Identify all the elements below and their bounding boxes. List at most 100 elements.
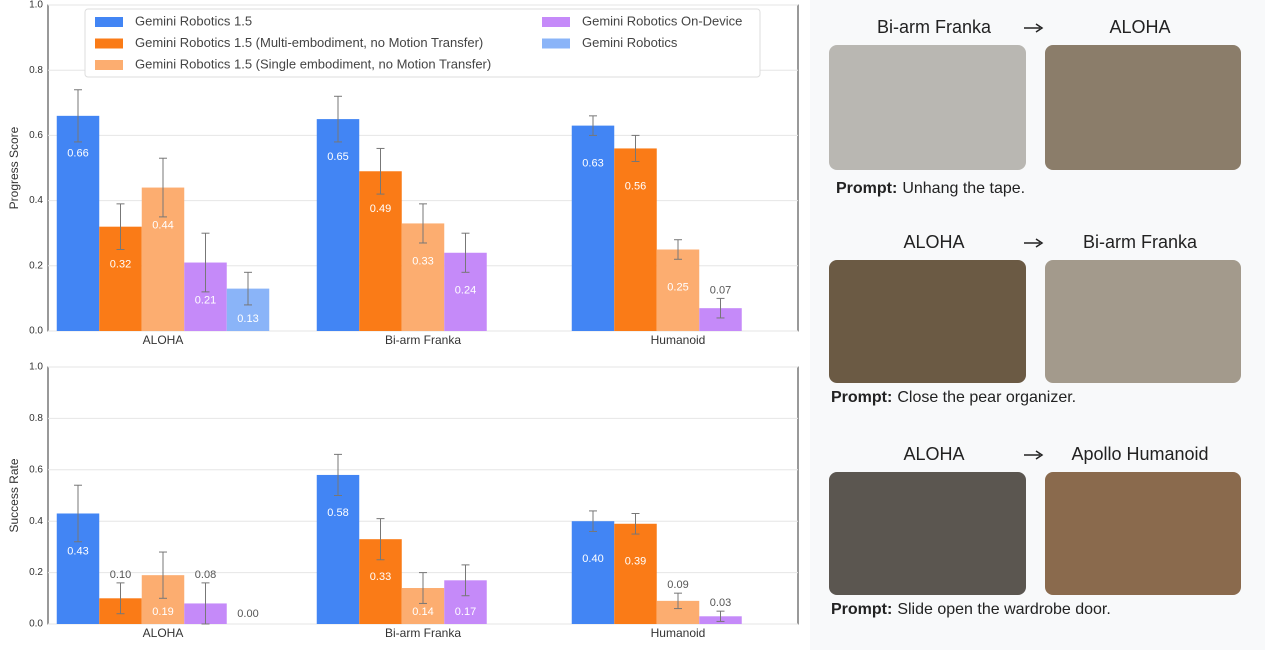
error-bar [74, 89, 82, 143]
value-label: 0.13 [237, 313, 258, 325]
error-bar [461, 564, 470, 597]
prompt-label: Prompt: [831, 389, 892, 406]
bar [316, 474, 360, 624]
target-image [1045, 472, 1241, 595]
value-label: 0.17 [455, 606, 476, 618]
prompt: Prompt: Slide open the wardrobe door. [831, 601, 1111, 618]
legend-swatch [542, 17, 570, 27]
error-bar [631, 512, 640, 535]
value-label: 0.08 [195, 569, 216, 581]
y-tick-label: 0.6 [29, 130, 43, 141]
value-label: 0.44 [152, 219, 173, 231]
value-label: 0.63 [582, 158, 603, 170]
y-tick-label: 0.8 [29, 65, 43, 76]
legend-label: Gemini Robotics On-Device [582, 13, 742, 28]
value-label: 0.43 [67, 545, 88, 557]
prompt-text: Unhang the tape. [902, 180, 1025, 197]
value-label: 0.24 [455, 285, 476, 297]
bar [316, 119, 360, 331]
source-image [829, 45, 1026, 170]
value-label: 0.58 [327, 507, 348, 519]
error-bar [74, 484, 82, 543]
error-bar [419, 572, 427, 604]
value-label: 0.49 [370, 203, 391, 215]
source-label: ALOHA [903, 444, 964, 464]
value-label: 0.33 [370, 571, 391, 583]
target-label: Bi-arm Franka [1083, 232, 1198, 252]
value-label: 0.65 [327, 151, 348, 163]
bar [571, 521, 615, 624]
y-axis-label: Progress Score [7, 126, 21, 209]
error-bar [674, 239, 682, 260]
error-bar [334, 453, 342, 496]
bar [614, 523, 657, 624]
value-label: 0.09 [667, 579, 688, 591]
bar [699, 308, 742, 331]
legend-label: Gemini Robotics 1.5 (Single embodiment, … [135, 56, 491, 71]
y-tick-label: 1.0 [29, 362, 43, 373]
value-label: 0.21 [195, 294, 216, 306]
error-bar [116, 582, 125, 615]
x-tick-label: Bi-arm Franka [385, 626, 461, 640]
bar [614, 148, 657, 331]
error-bar [419, 203, 427, 244]
target-label: ALOHA [1109, 17, 1170, 37]
value-label: 0.32 [110, 259, 131, 271]
y-tick-label: 0.2 [29, 260, 43, 271]
error-bar [334, 95, 342, 143]
bar [571, 125, 615, 332]
value-label: 0.40 [582, 553, 603, 565]
error-bar [674, 592, 682, 610]
y-axis-label: Success Rate [7, 458, 21, 532]
prompt-label: Prompt: [836, 180, 897, 197]
target-image [1045, 45, 1241, 170]
y-tick-label: 0.4 [29, 195, 43, 206]
value-label: 0.07 [710, 284, 731, 296]
y-tick-label: 1.0 [29, 0, 43, 11]
error-bar [631, 134, 640, 162]
bar [656, 249, 700, 331]
legend-swatch [95, 17, 123, 27]
error-bar [159, 157, 167, 218]
error-bar [461, 232, 470, 273]
legend-swatch [542, 38, 570, 49]
y-tick-label: 0.0 [29, 619, 43, 630]
source-image [829, 472, 1026, 595]
value-label: 0.56 [625, 180, 646, 192]
y-tick-label: 0.4 [29, 516, 43, 527]
x-tick-label: ALOHA [143, 333, 184, 347]
error-bar [244, 271, 252, 306]
x-tick-label: Humanoid [651, 333, 706, 347]
bar [359, 171, 402, 331]
value-label: 0.03 [710, 597, 731, 609]
error-bar [716, 297, 725, 319]
x-tick-label: Humanoid [651, 626, 706, 640]
legend-swatch [95, 60, 123, 70]
source-image [829, 260, 1026, 383]
error-bar [589, 510, 597, 532]
y-tick-label: 0.0 [29, 326, 43, 337]
value-label: 0.39 [625, 556, 646, 568]
target-label: Apollo Humanoid [1071, 444, 1208, 464]
value-label: 0.00 [237, 608, 258, 620]
legend-label: Gemini Robotics [582, 35, 678, 50]
value-label: 0.66 [67, 148, 88, 160]
legend-swatch [95, 38, 123, 49]
error-bar [201, 232, 210, 293]
bar [656, 600, 700, 624]
legend-box [84, 8, 761, 78]
error-bar [716, 610, 725, 622]
error-bar [376, 147, 385, 195]
prompt: Prompt: Close the pear organizer. [831, 389, 1076, 406]
error-bar [589, 115, 597, 136]
target-image [1045, 260, 1241, 383]
source-label: ALOHA [903, 232, 964, 252]
arrow-head [1035, 238, 1044, 248]
value-label: 0.25 [667, 281, 688, 293]
legend-label: Gemini Robotics 1.5 [135, 13, 252, 28]
bar [56, 115, 100, 331]
value-label: 0.33 [412, 255, 433, 267]
arrow-head [1035, 450, 1044, 460]
